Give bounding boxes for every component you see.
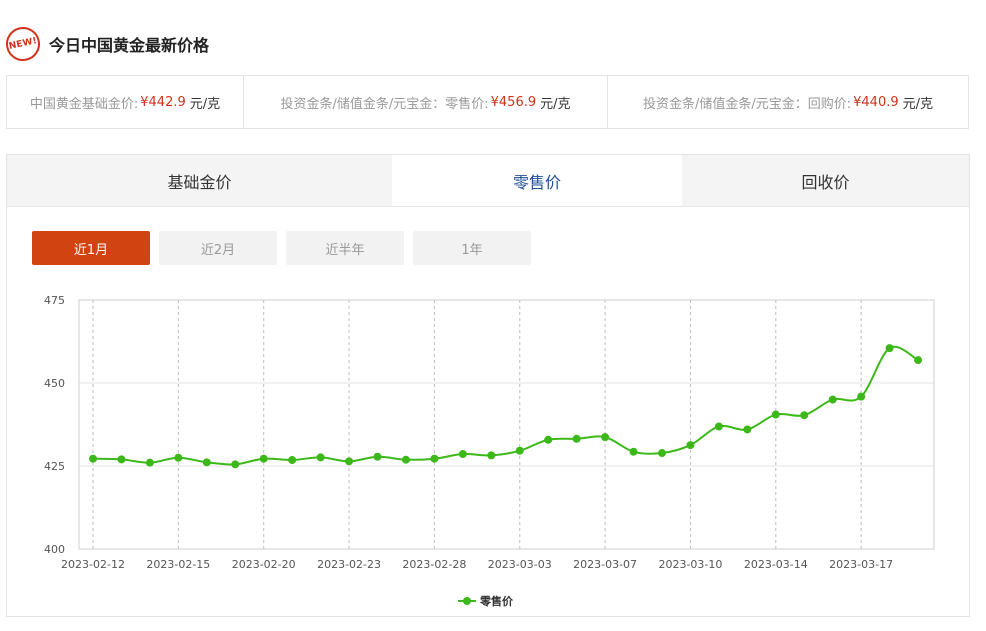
range-2-months-button[interactable]: 近2月: [159, 231, 277, 265]
data-point: [458, 450, 467, 459]
x-tick-label: 2023-03-14: [744, 558, 808, 571]
buyback-price-cell: 投资金条/储值金条/元宝金：回购价: ¥440.9 元/克: [608, 76, 968, 128]
data-point: [544, 435, 553, 444]
y-tick-label: 475: [44, 294, 65, 307]
base-price-value: ¥442.9: [140, 94, 186, 110]
data-point: [515, 446, 524, 455]
series-line-retail-price: [92, 345, 919, 466]
data-point: [800, 411, 809, 420]
data-point: [714, 422, 723, 431]
buyback-price-value: ¥440.9: [853, 94, 899, 110]
retail-price-unit: 元/克: [540, 96, 571, 112]
x-tick-label: 2023-02-28: [402, 558, 466, 571]
tab-base-price[interactable]: 基础金价: [167, 172, 232, 192]
data-point: [345, 457, 354, 466]
data-point: [373, 452, 382, 461]
x-tick-label: 2023-03-17: [829, 558, 893, 571]
y-tick-label: 425: [44, 460, 65, 473]
retail-price-value: ¥456.9: [490, 94, 537, 110]
data-point: [658, 449, 666, 458]
data-point: [401, 455, 410, 464]
data-point: [743, 425, 752, 434]
data-point: [430, 454, 439, 463]
range-selector: 近1月 近2月 近半年 1年: [32, 231, 531, 265]
data-point: [857, 392, 866, 401]
data-point: [259, 454, 268, 463]
data-point: [288, 456, 297, 465]
price-summary-bar: 中国黄金基础金价: ¥442.9 元/克 投资金条/储值金条/元宝金：零售价: …: [6, 75, 969, 129]
plot-area-border: [78, 299, 935, 550]
data-point: [487, 451, 496, 460]
range-1-month-button[interactable]: 近1月: [32, 231, 150, 265]
buyback-price-unit: 元/克: [902, 96, 934, 112]
data-point: [231, 460, 240, 469]
retail-price-label: 投资金条/储值金条/元宝金：零售价:: [280, 96, 489, 112]
tab-retail-price[interactable]: 零售价: [392, 155, 682, 206]
data-point: [145, 458, 154, 467]
x-tick-label: 2023-02-23: [317, 558, 381, 571]
buyback-price-label: 投资金条/储值金条/元宝金：回购价:: [642, 96, 852, 112]
data-point: [686, 441, 695, 450]
data-point: [174, 453, 183, 462]
x-tick-label: 2023-03-10: [658, 558, 722, 571]
x-tick-label: 2023-02-15: [146, 558, 210, 571]
y-tick-label: 450: [44, 377, 65, 390]
price-type-tabs: 基础金价 零售价 回收价: [7, 155, 969, 207]
page-header: NEW! 今日中国黄金最新价格: [2, 23, 210, 65]
legend-label: 零售价: [479, 594, 514, 608]
retail-price-cell: 投资金条/储值金条/元宝金：零售价: ¥456.9 元/克: [244, 76, 608, 128]
data-point: [771, 410, 780, 419]
data-point: [117, 455, 126, 464]
x-tick-label: 2023-03-07: [573, 558, 637, 571]
data-point: [572, 434, 581, 443]
x-tick-label: 2023-02-12: [61, 558, 125, 571]
data-point: [316, 453, 325, 462]
data-point: [89, 454, 97, 463]
data-point: [828, 395, 837, 404]
data-point: [202, 458, 211, 467]
x-tick-label: 2023-02-20: [232, 558, 296, 571]
tab-buyback-price[interactable]: 回收价: [801, 172, 850, 192]
data-point: [601, 433, 610, 442]
base-price-unit: 元/克: [189, 96, 221, 112]
range-1-year-button[interactable]: 1年: [413, 231, 531, 265]
range-half-year-button[interactable]: 近半年: [286, 231, 404, 265]
y-tick-label: 400: [44, 543, 65, 556]
base-price-label: 中国黄金基础金价:: [29, 96, 139, 112]
data-point: [629, 447, 638, 456]
x-tick-label: 2023-03-03: [488, 558, 552, 571]
page-title: 今日中国黄金最新价格: [49, 36, 210, 55]
chart-panel: 基础金价 零售价 回收价 近1月 近2月 近半年 1年: [6, 154, 970, 617]
data-point: [885, 344, 894, 353]
legend-marker-icon: [463, 597, 471, 605]
base-price-cell: 中国黄金基础金价: ¥442.9 元/克: [7, 76, 244, 128]
data-point: [914, 356, 923, 365]
